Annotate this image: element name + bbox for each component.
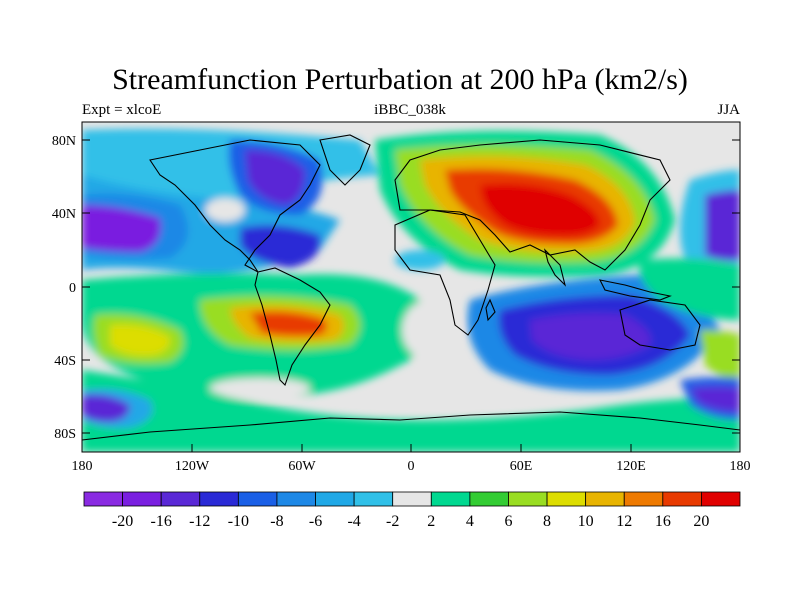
colorbar-swatch	[353, 491, 394, 507]
colorbar-swatch	[469, 491, 509, 507]
colorbar-label: 20	[693, 513, 709, 530]
lat-label: 80N	[52, 134, 76, 149]
colorbar-swatch	[430, 491, 471, 507]
run-label: iBBC_038k	[374, 102, 446, 118]
colorbar-swatch	[392, 491, 432, 507]
colorbar-swatch	[585, 491, 625, 507]
colorbar-label: 8	[543, 513, 551, 530]
colorbar: -20 -16 -12 -10 -8 -6 -4 -2 2 4 6 8 10 12 16 20	[83, 491, 741, 530]
lon-label: 60W	[288, 459, 316, 474]
colorbar-label: -6	[309, 513, 322, 530]
colorbar-swatch	[160, 491, 201, 507]
colorbar-label: -16	[151, 513, 172, 530]
lon-label: 120W	[175, 459, 210, 474]
colorbar-label: 10	[578, 513, 594, 530]
lon-label: 180	[730, 459, 751, 474]
colorbar-swatch	[237, 491, 278, 507]
tick-marks	[81, 139, 741, 452]
colorbar-label: -4	[347, 513, 360, 530]
lon-label: 60E	[510, 459, 533, 474]
colorbar-label: 12	[616, 513, 632, 530]
colorbar-swatch	[701, 491, 741, 507]
colorbar-swatch	[315, 491, 355, 507]
lat-label: 0	[69, 281, 76, 296]
streamfunction-field	[82, 122, 740, 452]
colorbar-label: 16	[655, 513, 671, 530]
colorbar-swatch	[508, 491, 548, 507]
map-title: Streamfunction Perturbation at 200 hPa (…	[112, 63, 688, 96]
experiment-label: Expt = xlcoE	[82, 102, 162, 118]
colorbar-swatch	[662, 491, 702, 507]
colorbar-swatch	[199, 491, 239, 507]
colorbar-label: -10	[228, 513, 249, 530]
colorbar-label: -8	[270, 513, 283, 530]
colorbar-label: 2	[427, 513, 435, 530]
colorbar-label: -12	[189, 513, 210, 530]
lon-label: 0	[408, 459, 415, 474]
season-label: JJA	[717, 102, 740, 118]
colorbar-swatch	[276, 491, 316, 507]
lat-label: 40N	[52, 207, 76, 222]
lat-label: 40S	[54, 354, 76, 369]
coastlines	[82, 134, 740, 441]
colorbar-label: 6	[504, 513, 512, 530]
lat-label: 80S	[54, 427, 76, 442]
colorbar-swatch	[83, 491, 123, 507]
lon-label: 120E	[616, 459, 646, 474]
colorbar-swatch	[546, 491, 587, 507]
colorbar-label: -2	[386, 513, 399, 530]
colorbar-label: 4	[466, 513, 474, 530]
colorbar-label: -20	[112, 513, 133, 530]
colorbar-swatch	[122, 491, 162, 507]
colorbar-swatch	[623, 491, 664, 507]
lon-label: 180	[72, 459, 93, 474]
